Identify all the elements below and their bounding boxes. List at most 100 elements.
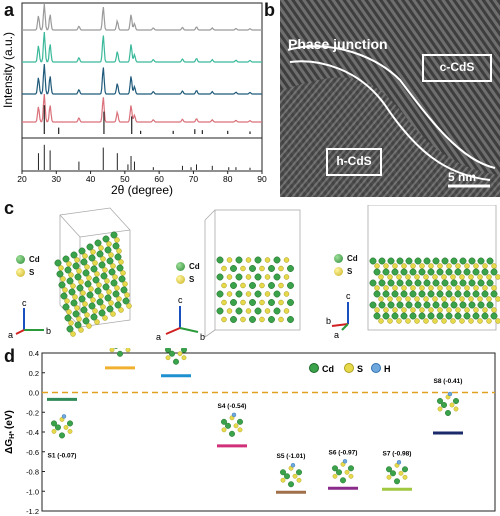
s-atom [84,312,90,318]
s-atom [396,274,402,280]
cd-atom [268,299,275,306]
cd-atom [423,257,431,265]
s-atom [459,274,465,280]
cd-atom [459,279,467,287]
cd-atom [369,257,377,265]
crystal-structures [54,205,500,338]
cd-atom [481,290,489,298]
s-atom [414,274,420,280]
s-atom [401,263,407,269]
s-atom [450,296,456,302]
cd-atom [120,286,128,294]
cd-atom [92,276,100,284]
cd-atom [112,242,120,250]
s-atom [259,282,265,289]
cluster-model [280,463,303,488]
cd-atom [268,316,275,323]
cd-atom [441,279,449,287]
chart-d-legend: Cd S H [309,363,391,374]
s-atom [446,263,452,269]
s-atom [292,473,298,479]
cd-atom [72,310,80,318]
s-atom [378,274,384,280]
cd-atom [486,279,494,287]
s-atom [264,308,271,314]
s-atom [432,296,438,302]
cd-atom [378,257,386,265]
s-atom [491,263,497,269]
cd-atom [273,256,281,264]
s-atom [392,285,398,291]
xrd-trace [22,31,262,63]
s-atom [233,423,239,429]
cd-atom [216,307,224,315]
chart-d-ylabel: ΔGH*(eV) [4,410,16,454]
cd-atom [454,312,462,320]
cd-atom [88,302,96,310]
s-atom [74,257,80,263]
s-atom [374,285,380,291]
adsorption-site-label: S8 (-0.41) [434,378,463,385]
ytick-label: -0.6 [26,448,39,457]
s-atom [80,290,86,296]
cd-atom [104,246,112,254]
s-atom [401,285,407,291]
cd-atom [486,301,494,309]
ytick-label: -0.4 [26,428,39,437]
cluster-model [109,348,131,357]
s-atom [86,275,92,281]
s-atom [94,271,100,277]
cd-atom [490,268,498,276]
axis2-a: a [156,332,161,342]
cd-atom [100,272,108,280]
cd-atom [441,401,448,408]
cd-atom [459,301,467,309]
cd-atom [113,348,119,349]
s-atom [392,263,398,269]
panel-a-letter: a [4,0,15,20]
xrd-traces [22,3,262,123]
cd-atom [114,253,122,261]
cd-atom [405,257,413,265]
cd-atom [70,299,78,307]
cd-atom [373,312,381,320]
s-atom [125,348,131,353]
s-atom [455,263,461,269]
s-atom [221,316,227,323]
cluster-model [165,348,187,365]
cd-atom-icon [176,262,185,271]
cd-atom [409,290,417,298]
s-atom [491,285,497,291]
s-atom [482,285,488,291]
s-atom [410,307,416,313]
cd-atom [235,290,243,298]
s-atom [423,274,429,280]
cd-atom [387,279,395,287]
tem-lattice [280,0,500,197]
s-atom [240,265,246,272]
cd-atom [86,243,94,251]
s-atom [124,292,130,298]
s-atom [100,304,106,310]
s-atom [120,270,126,276]
s-atom [78,279,84,285]
cd-atom [427,268,435,276]
s-atom [410,285,416,291]
s-atom [114,285,120,291]
cd-atom [432,257,440,265]
s-atom [278,316,284,323]
cd-atom [436,312,444,320]
cd-atom [110,231,118,239]
adsorption-site-label: S1 (-0.07) [48,452,77,459]
cd-atom [414,301,422,309]
s-atom [428,263,434,269]
cd-atom [296,469,303,476]
cd-atom [332,465,339,472]
cd-atom [56,270,64,278]
s-atom [455,307,461,313]
s-atom [450,274,456,280]
s-atom [441,318,447,324]
s-atom [109,348,115,353]
s-atom [283,274,290,280]
cd-atom [96,250,104,258]
